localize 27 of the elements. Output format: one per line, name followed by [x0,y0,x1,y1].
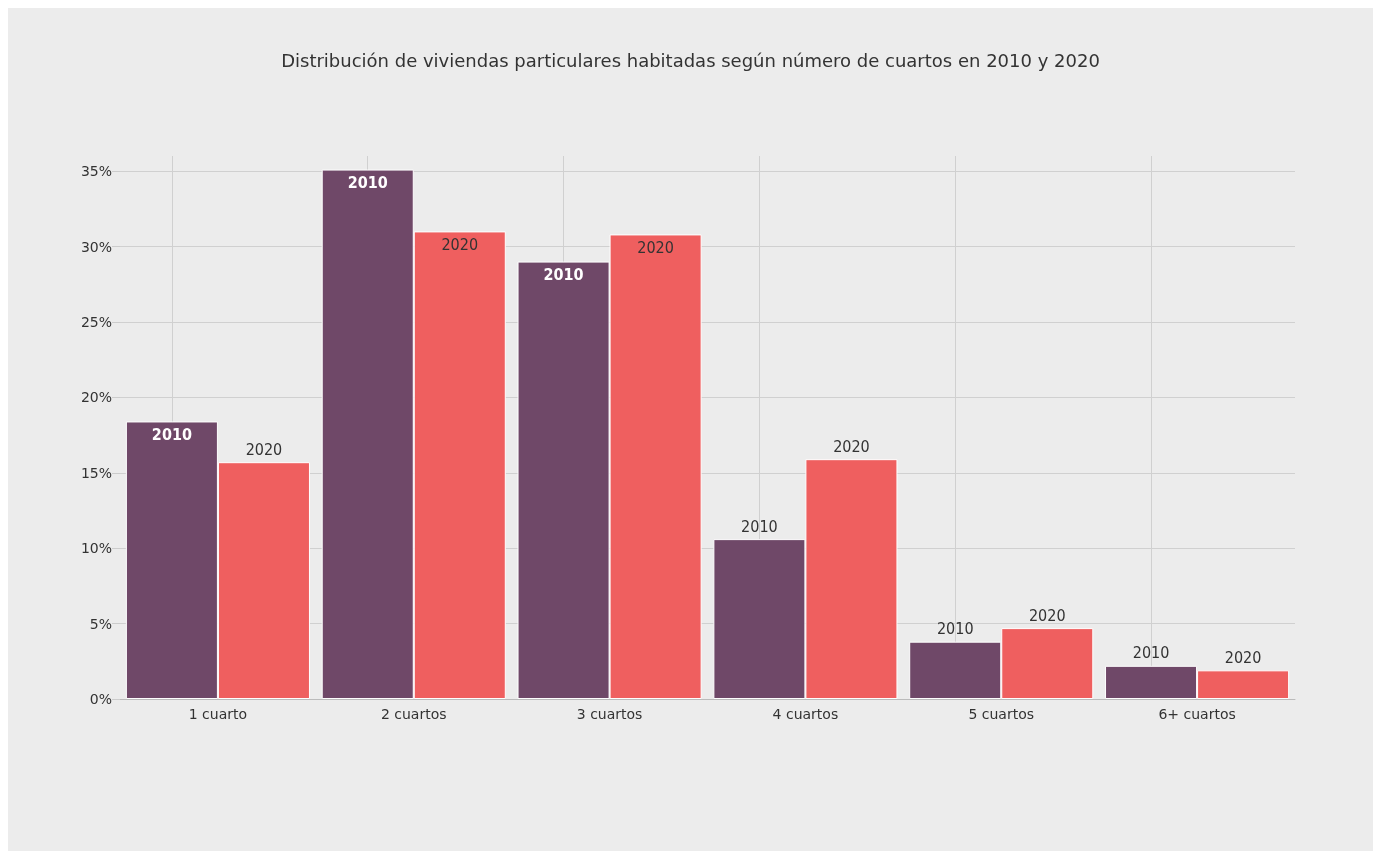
x-tick-label: 1 cuarto [188,706,248,722]
y-tick-label: 35% [80,163,112,180]
text: 2010 [1132,643,1170,663]
text: 2010 [543,265,584,285]
series-label: 2020 [441,234,479,254]
x-tick-label: 5 cuartos [968,706,1035,722]
y-tick-label: 10% [80,540,112,557]
x-tick-label: 3 cuartos [576,706,643,722]
text: 2020 [637,237,674,257]
text: 2020 [245,439,283,459]
text: 2010 [936,619,974,639]
y-tick-label: 5% [89,615,112,632]
text: 2010 [151,424,192,444]
chart-title: Distribución de viviendas particulares habitadas según número de cuartos en 2010 y 2020 [281,49,1100,71]
text: 2010 [741,516,778,536]
x-tick-label: 4 cuartos [772,706,839,722]
y-tick-label: 0% [89,691,112,707]
x-tick-label: 6+ cuartos [1158,706,1236,722]
y-tick-label: 15% [80,464,112,481]
text: 2020 [1224,647,1262,667]
text: 2020 [833,436,870,456]
y-tick-label: 20% [80,389,112,406]
series-label: 2010 [347,173,388,193]
y-tick-label: 30% [80,238,112,255]
text: 2020 [1028,605,1066,625]
x-tick-label: 2 cuartos [380,706,447,722]
y-tick-label: 25% [80,313,112,330]
